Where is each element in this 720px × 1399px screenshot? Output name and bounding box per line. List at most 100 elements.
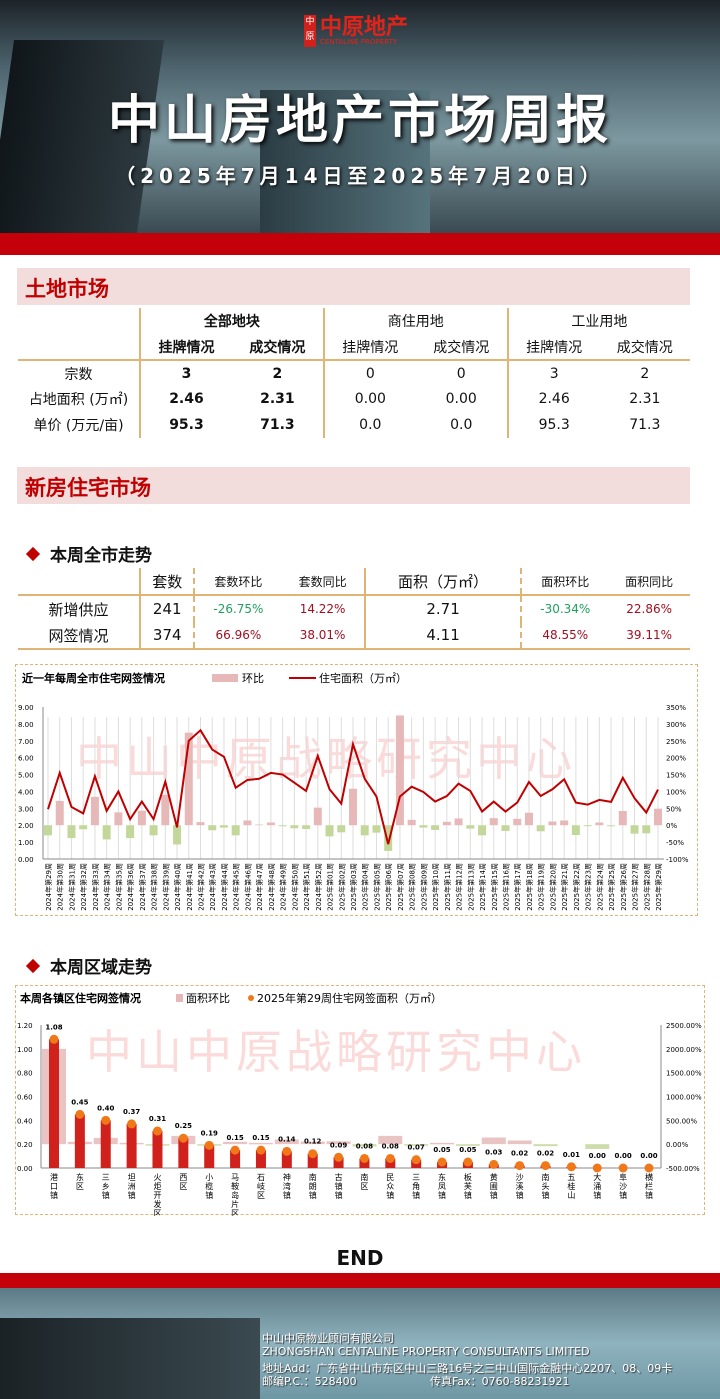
- row-label: 单价 (万元/亩): [33, 418, 124, 434]
- cell: 0: [456, 365, 466, 382]
- cell: 95.3: [506, 412, 600, 438]
- col-header: 面积环比: [520, 568, 609, 596]
- data-label: 0.45: [71, 1098, 88, 1106]
- area-line: [47, 728, 659, 845]
- area-dot: [127, 1119, 137, 1129]
- wow-bar: [430, 1142, 455, 1145]
- x-tick-label: 2025年第11周: [443, 863, 452, 911]
- logo-en: CENTALINE PROPERTY: [320, 38, 398, 46]
- sub-header: 成交情况: [231, 334, 324, 361]
- area-dot: [75, 1109, 85, 1119]
- x-tick-label: 民众镇: [386, 1173, 394, 1200]
- left-tick-label: 4.00: [18, 788, 34, 796]
- wow-bar: [44, 825, 52, 836]
- row-label: 网签情况: [18, 622, 140, 650]
- data-label: 0.12: [304, 1138, 321, 1146]
- area-bar: [307, 1153, 318, 1168]
- x-tick-label: 火炬开发区: [153, 1173, 161, 1216]
- data-label: 0.02: [511, 1150, 528, 1158]
- wow-bar: [583, 825, 592, 827]
- right-tick-label: 2000.00%: [666, 1046, 702, 1054]
- logo-seal: 中原: [304, 15, 316, 47]
- new-home-table: 套数 套数环比 套数同比 面积（万㎡） 面积环比 面积同比 新增供应 241 -…: [18, 568, 690, 650]
- x-tick-label: 南区: [360, 1172, 368, 1191]
- right-tick-label: 1000.00%: [666, 1094, 702, 1102]
- x-tick-label: 2024年第52周: [314, 863, 323, 911]
- area-bar: [74, 1114, 85, 1168]
- wow-bar: [349, 788, 357, 826]
- chart-title: 近一年每周全市住宅网签情况: [22, 671, 165, 685]
- cell: 2.31: [629, 391, 661, 407]
- watermark: 中山中原战略研究中心: [76, 732, 576, 786]
- area-dot: [385, 1153, 395, 1163]
- left-tick-label: 0.40: [17, 1117, 33, 1125]
- wow-bar: [300, 1141, 325, 1145]
- cell: 2.46: [506, 386, 600, 412]
- cell: 0.0: [322, 412, 416, 438]
- district-signing-chart: 中山中原战略研究中心 本周各镇区住宅网签情况 面积环比 2025年第29周住宅网签面积…: [15, 985, 705, 1218]
- wow-bar: [431, 825, 440, 830]
- right-tick-label: -500.00%: [666, 1165, 700, 1173]
- legend-label: 面积环比: [186, 992, 230, 1005]
- wow-bar: [560, 820, 569, 826]
- x-tick-label: 三乡镇: [102, 1173, 110, 1200]
- company-cn: 中山中原物业顾问有限公司: [262, 1332, 394, 1345]
- x-tick-label: 2024年第47周: [255, 863, 264, 911]
- data-label: 0.15: [226, 1134, 243, 1142]
- right-tick-label: 350%: [666, 704, 686, 712]
- wow-bar: [489, 818, 498, 826]
- cell: 48.55%: [520, 622, 609, 650]
- x-tick-label: 2025年第17周: [513, 863, 522, 911]
- right-tick-label: 250%: [666, 738, 686, 746]
- left-tick-label: 7.00: [18, 738, 34, 746]
- data-label: 0.03: [485, 1148, 502, 1156]
- data-label: 0.14: [278, 1135, 295, 1143]
- cell: 38.01%: [281, 622, 365, 650]
- left-tick-label: 0.20: [17, 1141, 33, 1149]
- right-tick-label: 50%: [666, 805, 682, 813]
- x-tick-label: 2024年第30周: [56, 863, 65, 911]
- left-tick-label: 0.60: [17, 1094, 33, 1102]
- data-label: 0.05: [433, 1146, 450, 1154]
- area-bar: [281, 1151, 292, 1168]
- area-dot: [178, 1133, 188, 1143]
- cell: 3: [506, 360, 600, 386]
- fax: 传真Fax：0760-88231921: [430, 1375, 570, 1388]
- cell: 95.3: [139, 412, 232, 438]
- left-tick-label: 8.00: [18, 721, 34, 729]
- x-tick-label: 2025年第18周: [525, 863, 534, 911]
- area-bar: [178, 1138, 189, 1168]
- district-trend-heading: 本周区域走势: [25, 953, 152, 978]
- left-tick-label: 0.80: [17, 1070, 33, 1078]
- x-tick-label: 2024年第44周: [220, 863, 229, 911]
- legend-label: 住宅面积（万㎡）: [319, 671, 407, 685]
- left-tick-label: 9.00: [18, 704, 34, 712]
- col-header: 面积（万㎡）: [363, 568, 522, 596]
- area-bar: [333, 1157, 344, 1168]
- wow-bar: [248, 1142, 273, 1145]
- right-tick-label: -100%: [666, 856, 689, 864]
- x-tick-label: 大涌镇: [593, 1172, 601, 1200]
- cell: 2.31: [260, 391, 295, 407]
- district-trend-title: 本周区域走势: [50, 958, 152, 978]
- sub-header: 成交情况: [415, 334, 508, 361]
- cell: 22.86%: [626, 602, 672, 616]
- legend-swatch-bar: [176, 994, 183, 1002]
- col-header: 套数: [138, 568, 195, 596]
- right-tick-label: 0.00%: [666, 1141, 689, 1149]
- col-header: 套数同比: [281, 568, 365, 596]
- data-label: 0.05: [459, 1146, 476, 1154]
- chart-title: 本周各镇区住宅网签情况: [20, 991, 141, 1005]
- wow-bar: [278, 825, 287, 827]
- wow-bar: [419, 825, 428, 828]
- x-tick-label: 2025年第08周: [408, 863, 417, 911]
- x-tick-label: 2025年第28周: [642, 863, 651, 911]
- wow-bar: [161, 794, 170, 826]
- x-tick-label: 小榄镇: [205, 1173, 213, 1200]
- area-dot: [49, 1034, 59, 1044]
- wow-bar: [290, 825, 299, 829]
- header-banner: 中原 中原地产 CENTALINE PROPERTY 中山房地产市场周报 （20…: [0, 0, 720, 233]
- cell: 71.3: [629, 417, 661, 433]
- footer: 中山中原物业顾问有限公司 ZHONGSHAN CENTALINE PROPERT…: [0, 1288, 720, 1399]
- area-dot: [101, 1115, 111, 1125]
